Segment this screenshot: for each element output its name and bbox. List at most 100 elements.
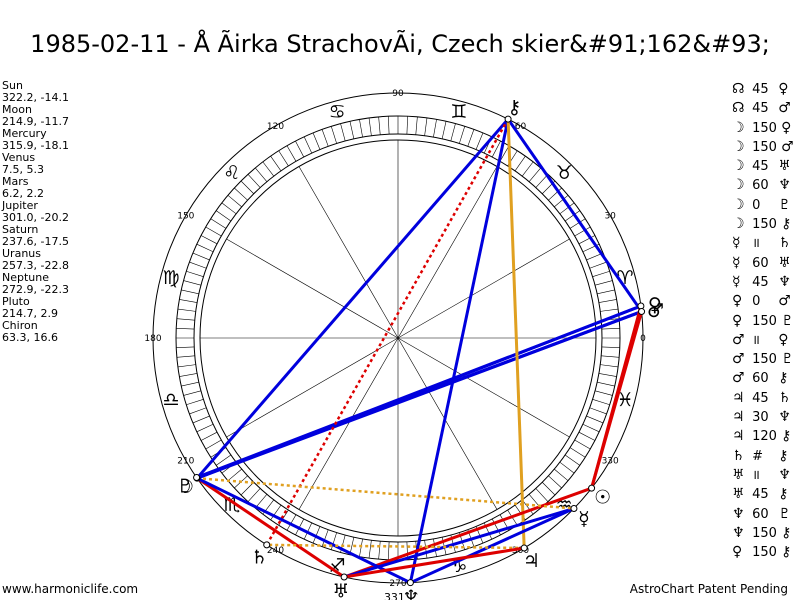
aspect-row: ☽ 150 ♀	[732, 119, 797, 138]
aspect-line	[266, 543, 525, 550]
extra-degree-label: 331	[384, 591, 405, 600]
degree-tick	[535, 488, 549, 502]
aspect-value: 0	[752, 294, 761, 310]
degree-label: 120	[267, 122, 284, 132]
aspect-value: ॥	[752, 332, 760, 348]
aspect-value: 150	[752, 545, 777, 561]
degree-tick	[215, 210, 232, 222]
degree-tick	[196, 243, 214, 253]
degree-tick	[378, 116, 381, 135]
degree-label: 90	[392, 89, 404, 99]
degree-tick	[278, 150, 289, 167]
aspect-row: ☿ 60 ♅	[732, 254, 797, 273]
degree-tick	[176, 328, 195, 330]
planet-name: Neptune	[2, 271, 50, 284]
aspect-planet-2: ♆	[778, 273, 791, 290]
degree-tick	[521, 499, 534, 515]
aspect-value: 60	[752, 371, 769, 387]
zodiac-sign-glyph: ♎	[162, 389, 179, 411]
aspect-planet-1: ♂	[732, 331, 745, 348]
aspect-planet-2: ♆	[778, 409, 791, 426]
aspect-planet-2: ♇	[781, 351, 794, 368]
degree-tick	[542, 482, 556, 496]
degree-tick	[312, 526, 321, 544]
aspect-row: ☽ 0 ♇	[732, 196, 797, 215]
aspect-planet-2: ♇	[781, 312, 794, 329]
degree-tick	[286, 145, 297, 162]
site-url-link[interactable]: www.harmoniclife.com	[2, 582, 139, 596]
degree-tick	[598, 299, 617, 303]
aspect-value: 150	[752, 313, 777, 329]
degree-tick	[227, 468, 242, 481]
degree-tick	[227, 195, 242, 208]
degree-tick	[554, 195, 569, 208]
degree-tick	[183, 390, 202, 396]
aspect-value: 150	[752, 217, 777, 233]
aspect-planet-2: ♄	[778, 235, 791, 252]
planet-coords: 237.6, -17.5	[2, 235, 69, 248]
degree-tick	[359, 119, 363, 138]
degree-tick	[200, 235, 218, 245]
planet-name: Mercury	[2, 127, 47, 140]
degree-tick	[441, 121, 447, 139]
degree-label: 0	[640, 334, 646, 344]
degree-tick	[176, 318, 195, 321]
planet-name: Jupiter	[2, 199, 38, 212]
aspect-planet-1: ♆	[732, 505, 745, 522]
degree-tick	[592, 270, 610, 277]
aspect-planet-1: ♂	[732, 351, 745, 368]
aspect-row: ♃ 45 ♄	[732, 389, 797, 408]
chart-title: 1985-02-11 - Å Ãirka StrachovÃi, Czech s…	[30, 30, 770, 58]
degree-tick	[183, 280, 202, 286]
aspect-value: 30	[752, 410, 769, 426]
planet-dot	[504, 115, 512, 123]
aspect-planet-2: ⚷	[781, 428, 792, 445]
degree-tick	[594, 390, 613, 396]
aspect-row: ☊ 45 ♀	[732, 80, 797, 99]
aspect-value: 60	[752, 506, 769, 522]
aspect-value: ॥	[752, 236, 760, 252]
degree-tick	[597, 381, 615, 387]
aspect-value: 150	[752, 139, 777, 155]
planet-coords: 6.2, 2.2	[2, 187, 44, 200]
degree-tick	[240, 180, 254, 194]
degree-label: 270	[389, 579, 406, 589]
zodiac-sign-glyph: ♍	[162, 267, 179, 289]
planet-glyph: ♄	[251, 547, 268, 569]
aspect-row: ☿ 45 ♆	[732, 273, 797, 292]
aspect-row: ♃ 30 ♆	[732, 408, 797, 427]
degree-tick	[475, 132, 484, 150]
aspect-row: ♆ 150 ⚷	[732, 524, 797, 543]
degree-tick	[196, 423, 214, 433]
aspect-value: 45	[752, 101, 769, 117]
degree-tick	[514, 155, 526, 172]
aspect-planet-1: ♃	[732, 428, 745, 445]
aspect-row: ♀ 150 ♇	[732, 312, 797, 331]
aspect-line	[195, 118, 510, 480]
degree-tick	[433, 119, 437, 138]
degree-tick	[340, 123, 346, 142]
aspect-row: ☽ 150 ⚷	[732, 215, 797, 234]
aspect-planet-1: ☽	[732, 138, 745, 155]
planet-coords: 214.9, -11.7	[2, 115, 69, 128]
planet-name: Mars	[2, 175, 29, 188]
degree-tick	[459, 126, 466, 144]
planet-position-list: Sun 322.2, -14.1 Moon 214.9, -11.7 Mercury 31…	[2, 80, 69, 344]
planet-name: Saturn	[2, 223, 39, 236]
degree-tick	[564, 210, 581, 222]
aspect-line	[265, 118, 510, 546]
aspect-row: ☊ 45 ♂	[732, 99, 797, 118]
aspect-planet-2: ♀	[778, 81, 789, 97]
degree-tick	[378, 541, 381, 560]
degree-tick	[582, 423, 600, 433]
aspect-value: ॥	[752, 467, 760, 483]
degree-tick	[594, 280, 613, 286]
degree-tick	[330, 126, 337, 144]
aspect-value: 120	[752, 429, 777, 445]
degree-tick	[564, 454, 581, 466]
degree-tick	[262, 161, 275, 177]
aspect-planet-1: ☽	[732, 177, 745, 194]
planet-dot	[520, 544, 528, 552]
planet-dot	[638, 308, 646, 316]
